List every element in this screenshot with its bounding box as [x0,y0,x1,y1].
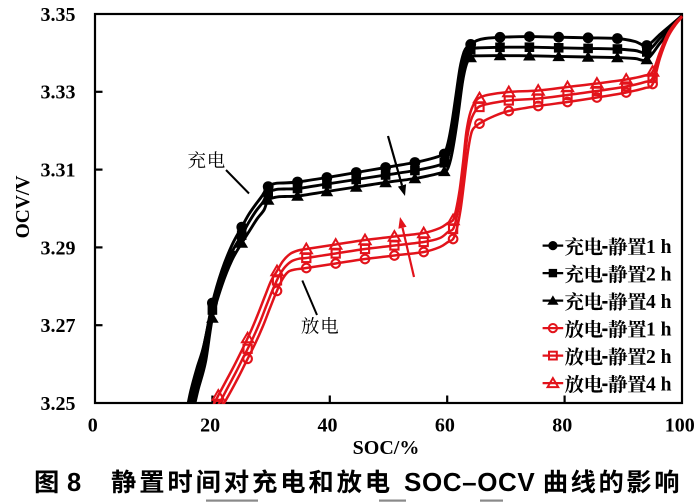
svg-text:3.31: 3.31 [41,160,76,182]
svg-text:1 h: 1 h [646,319,676,340]
svg-text:SOC/%: SOC/% [353,437,420,459]
svg-text:100: 100 [665,415,695,437]
svg-text:3.25: 3.25 [41,393,76,415]
svg-text:80: 80 [552,415,572,437]
svg-text:3.35: 3.35 [41,4,76,26]
svg-text:40: 40 [318,415,338,437]
svg-text:20: 20 [200,415,220,437]
svg-text:SOC–OCV: SOC–OCV [404,467,535,497]
svg-text:3.27: 3.27 [41,315,76,337]
svg-text:2 h: 2 h [646,347,676,368]
svg-text:4 h: 4 h [646,292,676,313]
svg-text:OCV/V: OCV/V [13,176,34,239]
svg-text:0: 0 [88,415,98,437]
svg-text:60: 60 [435,415,455,437]
svg-text:4 h: 4 h [646,374,676,395]
svg-text:3.29: 3.29 [41,237,76,259]
svg-text:8: 8 [67,469,81,497]
svg-text:3.33: 3.33 [41,82,76,104]
svg-text:2 h: 2 h [646,264,676,285]
svg-text:1 h: 1 h [646,237,676,258]
